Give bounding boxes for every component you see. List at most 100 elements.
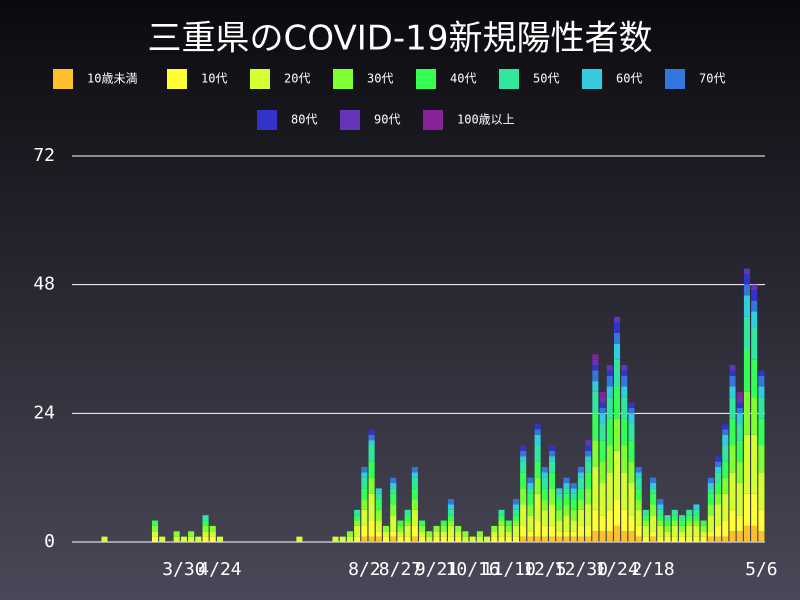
bar-segment bbox=[613, 316, 621, 323]
bar-segment bbox=[736, 531, 743, 542]
bar-segment bbox=[715, 472, 722, 484]
bar-segment bbox=[202, 536, 209, 542]
bar-segment bbox=[707, 531, 714, 537]
bar-segment bbox=[729, 531, 736, 542]
bar-segment bbox=[505, 525, 512, 532]
bar-segment bbox=[491, 525, 498, 532]
bar-segment bbox=[491, 531, 498, 537]
bar-segment bbox=[743, 525, 750, 542]
bar-segment bbox=[729, 386, 736, 398]
bar-segment bbox=[368, 520, 375, 537]
bar-segment bbox=[621, 531, 628, 542]
bar-segment bbox=[599, 407, 606, 414]
bar-segment bbox=[520, 525, 527, 537]
bar-segment bbox=[447, 509, 455, 516]
legend-label: 30代 bbox=[367, 72, 393, 86]
bar-segment bbox=[722, 461, 729, 478]
bar-segment bbox=[541, 499, 548, 510]
legend-swatch bbox=[257, 110, 277, 130]
bar-segment bbox=[101, 536, 108, 542]
bar-segment bbox=[736, 483, 743, 516]
bar-segment bbox=[541, 466, 548, 473]
bar-segment bbox=[743, 268, 750, 274]
x-tick-label: 10/16 bbox=[446, 559, 500, 580]
bar-segment bbox=[541, 472, 548, 478]
bar-segment bbox=[650, 504, 657, 516]
bar-segment bbox=[722, 445, 729, 462]
bar-segment bbox=[159, 536, 166, 542]
bar-segment bbox=[411, 477, 418, 489]
bar-segment bbox=[585, 461, 592, 473]
bar-segment bbox=[686, 525, 693, 537]
x-tick-label: 2/18 bbox=[631, 559, 674, 580]
legend-swatch bbox=[423, 110, 443, 130]
bar-segment bbox=[296, 536, 303, 542]
bar-segment bbox=[426, 536, 433, 542]
bar-segment bbox=[404, 509, 411, 516]
bar-segment bbox=[635, 466, 642, 473]
bar-segment bbox=[635, 525, 642, 537]
bar-segment bbox=[368, 429, 375, 435]
legend-label: 40代 bbox=[450, 72, 476, 86]
bar-segment bbox=[693, 536, 700, 542]
bar-segment bbox=[628, 413, 635, 425]
bar-segment bbox=[570, 536, 577, 542]
bar-segment bbox=[354, 515, 361, 521]
bar-segment bbox=[758, 386, 765, 398]
bar-segment bbox=[361, 466, 368, 473]
bar-segment bbox=[664, 525, 671, 532]
bar-segment bbox=[426, 531, 433, 537]
bar-segment bbox=[606, 418, 613, 446]
bar-segment bbox=[729, 365, 736, 371]
bar-segment bbox=[592, 381, 599, 392]
bar-segment bbox=[570, 488, 577, 494]
bar-segment bbox=[613, 386, 621, 419]
bar-segment bbox=[549, 456, 556, 462]
bar-segment bbox=[556, 499, 563, 510]
bar-segment bbox=[361, 509, 368, 526]
bar-segment bbox=[628, 515, 635, 532]
bar-segment bbox=[512, 515, 519, 521]
bar-segment bbox=[411, 525, 418, 537]
legend-swatch bbox=[499, 69, 519, 89]
bar-segment bbox=[375, 493, 382, 500]
bar-segment bbox=[368, 445, 375, 462]
bar-segment bbox=[707, 493, 714, 505]
bar-segment bbox=[476, 531, 483, 537]
bar-segment bbox=[751, 300, 758, 312]
bar-segment bbox=[736, 397, 743, 403]
bar-segment bbox=[368, 493, 375, 521]
bar-segment bbox=[751, 311, 758, 328]
bar-segment bbox=[382, 536, 390, 542]
bar-segment bbox=[592, 531, 599, 542]
bar-segment bbox=[498, 525, 505, 537]
bar-segment bbox=[722, 434, 729, 446]
bar-segment bbox=[613, 525, 621, 542]
bar-segment bbox=[585, 472, 592, 489]
bar-segment bbox=[678, 536, 686, 542]
bar-segment bbox=[469, 536, 476, 542]
bar-segment bbox=[447, 515, 455, 521]
bar-segment bbox=[390, 531, 397, 537]
bar-segment bbox=[498, 536, 505, 542]
bar-segment bbox=[549, 536, 556, 542]
bar-segment bbox=[693, 525, 700, 537]
bar-segment bbox=[585, 450, 592, 457]
bar-segment bbox=[642, 509, 649, 516]
bar-segment bbox=[606, 472, 613, 510]
bar-segment bbox=[621, 472, 628, 510]
bar-segment bbox=[700, 520, 707, 526]
bar-segment bbox=[534, 493, 541, 521]
bar-segment bbox=[585, 440, 592, 446]
bar-segment bbox=[729, 472, 736, 510]
bar-segment bbox=[534, 424, 541, 430]
x-tick-label: 8/2 bbox=[348, 559, 381, 580]
bar-segment bbox=[505, 531, 512, 537]
bar-segment bbox=[751, 327, 758, 360]
bar-segment bbox=[520, 536, 527, 542]
bar-segment bbox=[650, 483, 657, 489]
bar-segment bbox=[736, 402, 743, 408]
bar-segment bbox=[173, 531, 180, 537]
bar-segment bbox=[599, 440, 606, 462]
